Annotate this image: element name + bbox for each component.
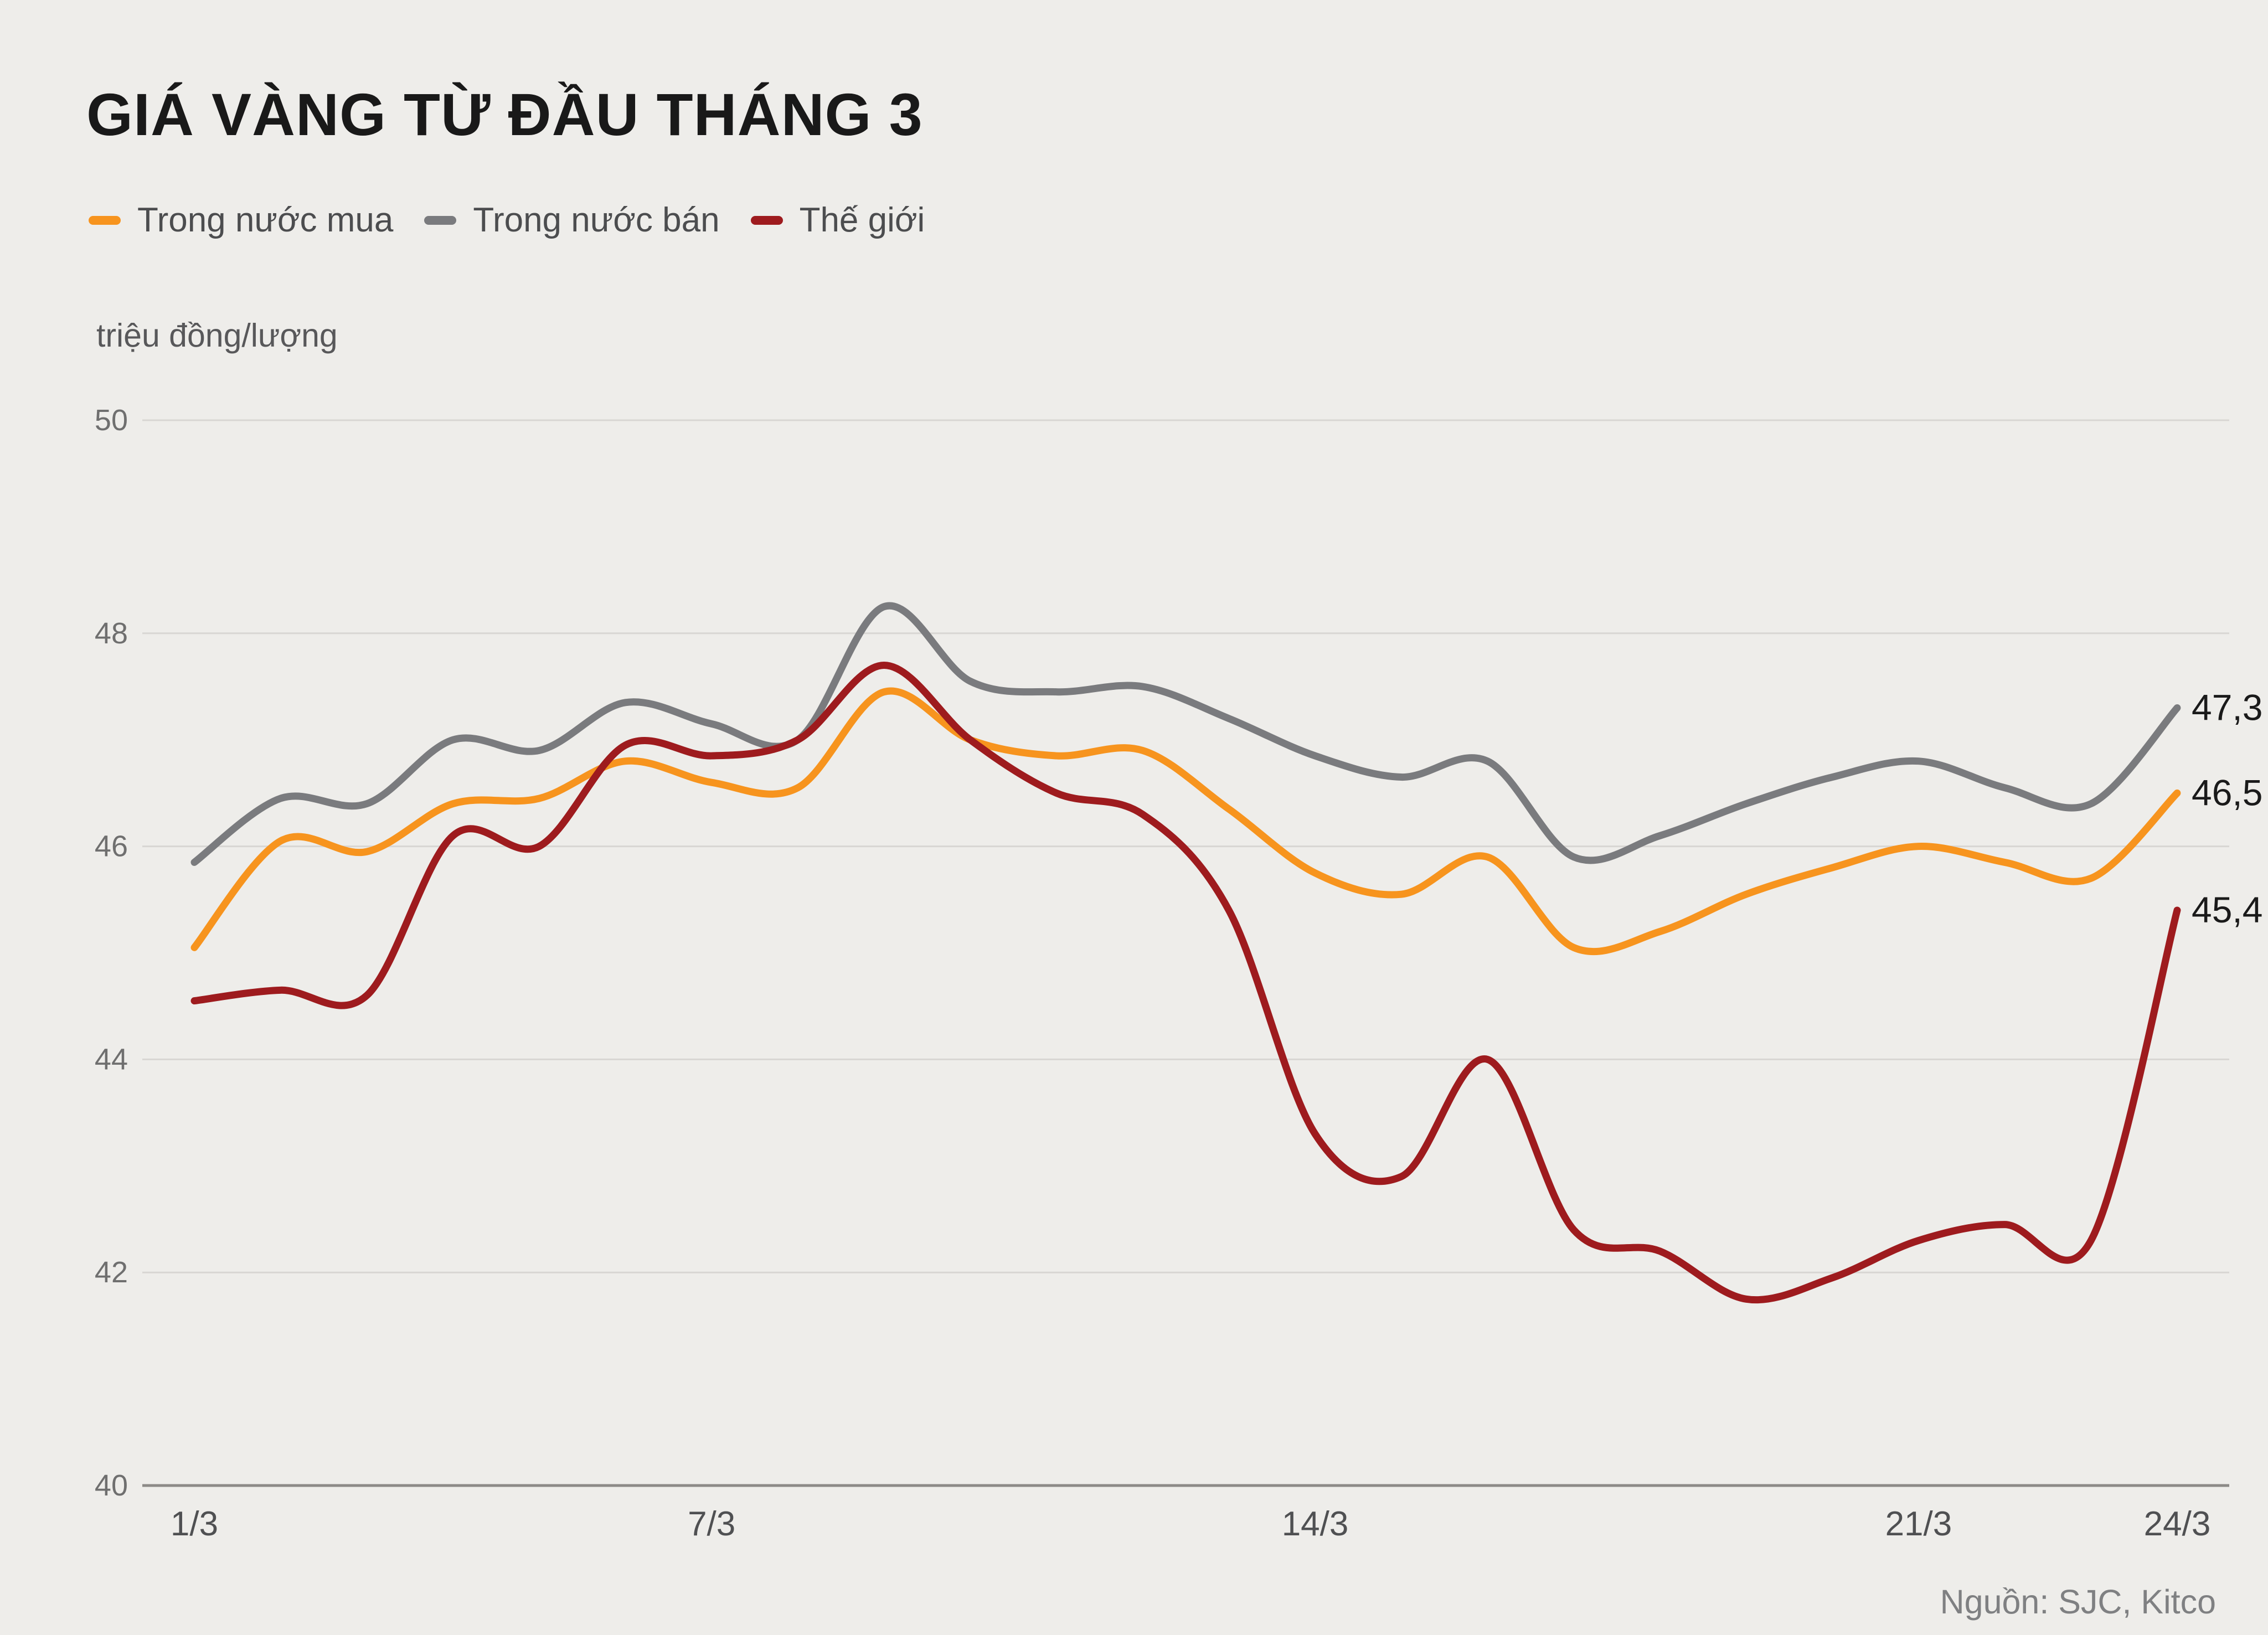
legend-item-domestic-buy: Trong nước mua xyxy=(89,200,393,240)
end-value-label-2: 45,4 xyxy=(2192,889,2262,930)
end-value-label-1: 46,5 xyxy=(2192,772,2262,813)
legend-label-domestic-sell: Trong nước bán xyxy=(473,201,720,239)
series-line-1 xyxy=(190,602,2181,866)
legend-item-world: Thế giới xyxy=(750,200,925,240)
legend: Trong nước mua Trong nước bán Thế giới xyxy=(89,200,925,240)
y-tick-label-40: 40 xyxy=(95,1469,128,1502)
legend-marker-domestic-buy-icon xyxy=(89,215,121,225)
x-tick-label-24-3: 24/3 xyxy=(2144,1505,2211,1543)
y-tick-label-50: 50 xyxy=(95,404,128,437)
series-line-2 xyxy=(190,662,2181,1304)
y-tick-label-48: 48 xyxy=(95,617,128,650)
end-value-label-0: 47,3 xyxy=(2192,687,2262,728)
source-note: Nguồn: SJC, Kitco xyxy=(1940,1583,2216,1621)
y-axis-unit-label: triệu đồng/lượng xyxy=(96,317,338,354)
y-tick-label-46: 46 xyxy=(95,830,128,863)
x-tick-label-1-3: 1/3 xyxy=(171,1505,218,1543)
x-tick-label-21-3: 21/3 xyxy=(1885,1505,1952,1543)
y-tick-label-42: 42 xyxy=(95,1256,128,1289)
legend-marker-world-icon xyxy=(750,215,783,225)
legend-item-domestic-sell: Trong nước bán xyxy=(424,200,720,240)
x-tick-label-14-3: 14/3 xyxy=(1282,1505,1349,1543)
chart-title: GIÁ VÀNG TỪ ĐẦU THÁNG 3 xyxy=(86,81,923,148)
legend-label-world: Thế giới xyxy=(799,201,925,239)
legend-label-domestic-buy: Trong nước mua xyxy=(137,201,394,239)
legend-marker-domestic-sell-icon xyxy=(424,215,457,225)
y-tick-label-44: 44 xyxy=(95,1043,128,1076)
series-line-0 xyxy=(190,687,2181,956)
x-tick-label-7-3: 7/3 xyxy=(688,1505,735,1543)
